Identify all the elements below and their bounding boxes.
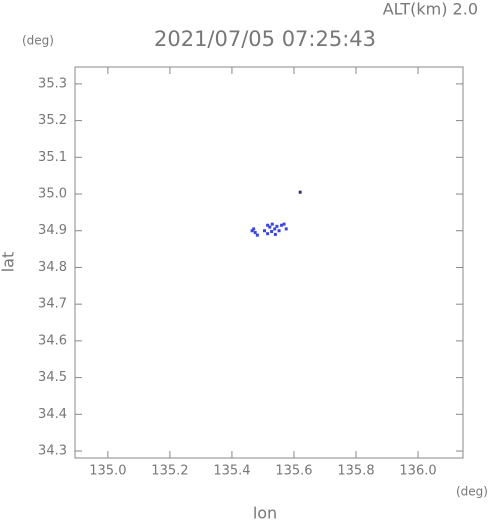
- point: [266, 232, 270, 236]
- x-tick-label: 135.2: [151, 464, 188, 479]
- y-tick-label: 35.3: [38, 76, 67, 91]
- point: [273, 227, 277, 231]
- point: [270, 229, 274, 233]
- point: [255, 233, 259, 237]
- point: [266, 223, 270, 227]
- y-tick-label: 35.2: [38, 113, 67, 128]
- y-tick-label: 34.4: [38, 407, 67, 422]
- point: [263, 229, 267, 233]
- y-tick-label: 34.8: [38, 260, 67, 275]
- y-tick-label: 34.6: [38, 333, 67, 348]
- y-unit: (deg): [22, 34, 54, 48]
- x-tick-label: 135.0: [89, 464, 126, 479]
- point: [282, 222, 286, 226]
- y-tick-label: 35.0: [38, 187, 67, 202]
- y-tick-label: 34.5: [38, 370, 67, 385]
- y-tick-label: 34.3: [38, 444, 67, 459]
- point: [280, 223, 284, 227]
- x-tick-label: 136.0: [399, 464, 436, 479]
- point: [273, 232, 277, 236]
- altitude-annotation: ALT(km) 2.0: [383, 0, 478, 19]
- x-tick-label: 135.8: [337, 464, 374, 479]
- chart-title: 2021/07/05 07:25:43: [154, 27, 376, 51]
- point: [284, 227, 288, 231]
- x-tick-label: 135.6: [275, 464, 312, 479]
- point: [275, 224, 279, 228]
- point: [268, 225, 272, 229]
- point: [250, 229, 254, 233]
- point: [298, 190, 302, 194]
- x-tick-label: 135.4: [213, 464, 250, 479]
- y-tick-label: 34.9: [38, 223, 67, 238]
- point: [253, 231, 257, 235]
- point: [252, 227, 256, 231]
- point: [270, 222, 274, 226]
- plot-frame: [74, 66, 464, 459]
- y-tick-label: 34.7: [38, 297, 67, 312]
- point: [277, 229, 281, 233]
- x-axis-label: lon: [253, 504, 277, 522]
- x-unit: (deg): [456, 485, 488, 499]
- y-axis-label: lat: [0, 252, 18, 273]
- y-tick-label: 35.1: [38, 150, 67, 165]
